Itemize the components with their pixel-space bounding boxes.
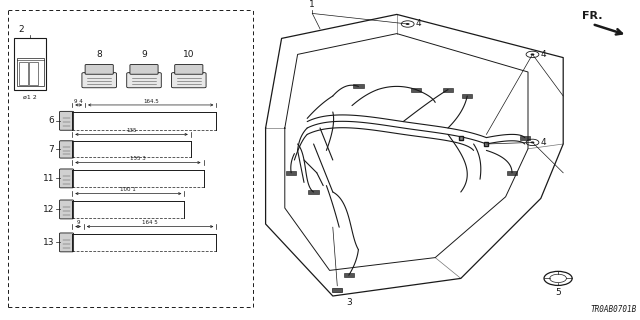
Text: 10: 10 — [183, 51, 195, 60]
FancyBboxPatch shape — [172, 73, 206, 88]
FancyBboxPatch shape — [60, 141, 74, 158]
Bar — [344, 273, 354, 277]
Circle shape — [531, 53, 534, 55]
FancyBboxPatch shape — [127, 73, 161, 88]
Bar — [17, 58, 44, 86]
Text: ø1 2: ø1 2 — [23, 94, 37, 100]
Text: 11: 11 — [43, 174, 54, 183]
FancyBboxPatch shape — [130, 65, 158, 74]
FancyBboxPatch shape — [60, 233, 74, 252]
Text: 2: 2 — [18, 25, 24, 34]
Bar — [462, 94, 472, 98]
FancyBboxPatch shape — [60, 111, 74, 130]
Bar — [443, 88, 453, 92]
Bar — [308, 190, 319, 194]
Text: 13: 13 — [43, 238, 54, 247]
Text: 4: 4 — [541, 138, 547, 147]
Text: 1: 1 — [310, 0, 315, 9]
FancyBboxPatch shape — [175, 65, 203, 74]
Circle shape — [406, 23, 410, 25]
Text: 9: 9 — [141, 51, 147, 60]
Text: 12: 12 — [43, 205, 54, 214]
Bar — [507, 171, 517, 175]
Text: 135: 135 — [126, 128, 137, 133]
FancyBboxPatch shape — [82, 73, 116, 88]
FancyBboxPatch shape — [60, 200, 74, 219]
FancyBboxPatch shape — [85, 65, 113, 74]
Text: 164.5: 164.5 — [143, 99, 159, 104]
Bar — [411, 88, 421, 92]
Bar — [332, 288, 342, 292]
Text: 5: 5 — [556, 288, 561, 297]
Text: 4: 4 — [415, 20, 421, 28]
FancyBboxPatch shape — [60, 169, 74, 188]
Text: FR.: FR. — [582, 11, 603, 21]
Bar — [29, 62, 38, 85]
Text: 164 5: 164 5 — [142, 220, 158, 225]
Text: 9: 9 — [76, 220, 80, 225]
Text: TR0AB0701B: TR0AB0701B — [591, 305, 637, 314]
Bar — [286, 171, 296, 175]
Bar — [19, 62, 28, 85]
Text: 155 3: 155 3 — [130, 156, 146, 161]
Text: 9 4: 9 4 — [74, 99, 83, 104]
Bar — [353, 84, 364, 88]
Text: 6: 6 — [49, 116, 54, 125]
Text: 4: 4 — [541, 50, 547, 59]
Text: 7: 7 — [49, 145, 54, 154]
Text: 100 1: 100 1 — [120, 187, 136, 192]
Bar — [520, 136, 530, 140]
Text: 3: 3 — [346, 298, 351, 307]
Circle shape — [531, 141, 534, 143]
Text: 8: 8 — [97, 51, 102, 60]
Bar — [14, 38, 46, 90]
